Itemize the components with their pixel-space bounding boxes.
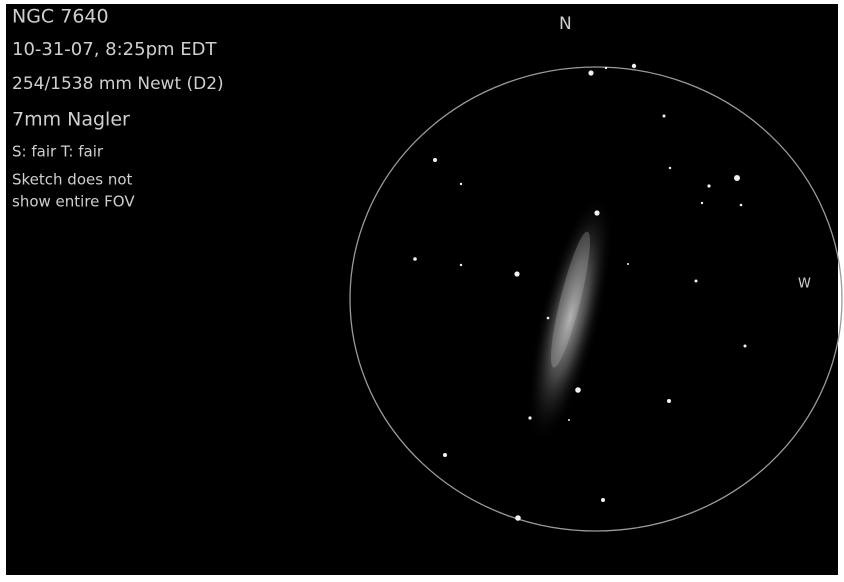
note-line: NGC 7640 [12, 6, 109, 28]
stars [413, 63, 747, 521]
note-line: Sketch does not [12, 171, 132, 189]
galaxy [527, 191, 613, 445]
note-line: 254/1538 mm Newt (D2) [12, 74, 224, 94]
west-label: W [798, 277, 811, 292]
notes: NGC 7640 10-31-07, 8:25pm EDT 254/1538 mm … [12, 6, 224, 211]
north-label: N [559, 14, 572, 34]
note-line: 7mm Nagler [12, 109, 130, 131]
note-line: 10-31-07, 8:25pm EDT [12, 39, 217, 60]
background [6, 4, 838, 575]
field-of-view [349, 66, 843, 532]
note-line: S: fair T: fair [12, 143, 104, 161]
note-line: show entire FOV [12, 193, 135, 211]
